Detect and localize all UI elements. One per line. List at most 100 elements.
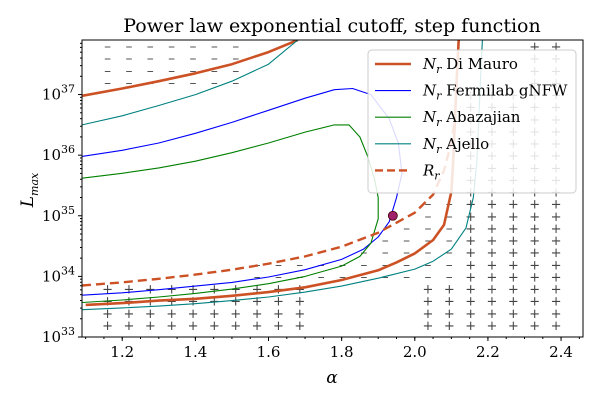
grid-plus-symbol: + xyxy=(487,307,498,322)
grid-plus-symbol: + xyxy=(551,210,562,225)
grid-dash-symbol: – xyxy=(382,269,389,285)
grid-dash-symbol: – xyxy=(147,63,154,79)
grid-dash-symbol: – xyxy=(211,51,218,67)
grid-dash-symbol: – xyxy=(211,39,218,55)
grid-plus-symbol: + xyxy=(529,40,540,55)
grid-dash-symbol: – xyxy=(424,233,431,249)
grid-dash-symbol: – xyxy=(168,51,175,67)
grid-dash-symbol: – xyxy=(446,221,453,237)
grid-plus-symbol: + xyxy=(294,295,305,310)
intersection-marker xyxy=(387,210,398,221)
grid-plus-symbol: + xyxy=(465,258,476,273)
grid-plus-symbol: + xyxy=(508,307,519,322)
grid-plus-symbol: + xyxy=(465,307,476,322)
grid-dash-symbol: – xyxy=(104,75,111,91)
grid-dash-symbol: – xyxy=(446,257,453,273)
y-tick-label: 1037 xyxy=(42,83,75,104)
grid-dash-symbol: – xyxy=(360,257,367,273)
grid-plus-symbol: + xyxy=(252,307,263,322)
grid-dash-symbol: – xyxy=(232,51,239,67)
grid-plus-symbol: + xyxy=(529,210,540,225)
grid-plus-symbol: + xyxy=(487,258,498,273)
grid-plus-symbol: + xyxy=(230,283,241,298)
grid-plus-symbol: + xyxy=(508,270,519,285)
grid-plus-symbol: + xyxy=(465,270,476,285)
grid-dash-symbol: – xyxy=(424,197,431,213)
grid-dash-symbol: – xyxy=(424,209,431,225)
grid-dash-symbol: – xyxy=(168,75,175,91)
grid-plus-symbol: + xyxy=(422,283,433,298)
grid-dash-symbol: – xyxy=(275,269,282,285)
grid-plus-symbol: + xyxy=(252,283,263,298)
plot-frame xyxy=(81,39,584,338)
grid-plus-symbol: + xyxy=(444,319,455,334)
grid-plus-symbol: + xyxy=(508,258,519,273)
series-line-5 xyxy=(82,40,299,126)
grid-plus-symbol: + xyxy=(166,283,177,298)
chart-title: Power law exponential cutoff, step funct… xyxy=(123,15,540,37)
grid-dash-symbol: – xyxy=(275,257,282,273)
grid-plus-symbol: + xyxy=(444,295,455,310)
grid-plus-symbol: + xyxy=(487,210,498,225)
grid-plus-symbol: + xyxy=(529,234,540,249)
grid-plus-symbol: + xyxy=(529,198,540,213)
grid-plus-symbol: + xyxy=(551,307,562,322)
grid-dash-symbol: – xyxy=(382,257,389,273)
grid-plus-symbol: + xyxy=(209,319,220,334)
grid-plus-symbol: + xyxy=(145,307,156,322)
grid-plus-symbol: + xyxy=(188,319,199,334)
grid-plus-symbol: + xyxy=(444,283,455,298)
y-axis-label: Lmax xyxy=(18,172,41,208)
grid-plus-symbol: + xyxy=(124,307,135,322)
grid-plus-symbol: + xyxy=(529,283,540,298)
grid-dash-symbol: – xyxy=(190,63,197,79)
grid-plus-symbol: + xyxy=(551,319,562,334)
grid-dash-symbol: – xyxy=(147,51,154,67)
grid-plus-symbol: + xyxy=(124,283,135,298)
grid-plus-symbol: + xyxy=(551,283,562,298)
grid-plus-symbol: + xyxy=(188,295,199,310)
y-tick-label: 1034 xyxy=(42,264,75,285)
grid-plus-symbol: + xyxy=(465,246,476,261)
grid-dash-symbol: – xyxy=(125,39,132,55)
x-tick-label: 1.6 xyxy=(257,343,281,361)
grid-dash-symbol: – xyxy=(190,51,197,67)
legend-label: Nr Di Mauro xyxy=(422,55,518,76)
grid-dash-symbol: – xyxy=(232,39,239,55)
grid-plus-symbol: + xyxy=(422,307,433,322)
grid-plus-symbol: + xyxy=(422,295,433,310)
grid-dash-symbol: – xyxy=(403,257,410,273)
grid-dash-symbol: – xyxy=(403,233,410,249)
grid-dash-symbol: – xyxy=(125,51,132,67)
grid-dash-symbol: – xyxy=(424,257,431,273)
grid-plus-symbol: + xyxy=(487,246,498,261)
grid-plus-symbol: + xyxy=(529,246,540,261)
grid-plus-symbol: + xyxy=(508,222,519,237)
grid-plus-symbol: + xyxy=(487,319,498,334)
x-tick-label: 1.8 xyxy=(330,343,354,361)
grid-dash-symbol: – xyxy=(104,51,111,67)
grid-plus-symbol: + xyxy=(209,283,220,298)
grid-plus-symbol: + xyxy=(102,295,113,310)
grid-plus-symbol: + xyxy=(508,234,519,249)
grid-plus-symbol: + xyxy=(529,222,540,237)
grid-dash-symbol: – xyxy=(318,269,325,285)
legend-label: Nr Ajello xyxy=(422,135,489,156)
grid-plus-symbol: + xyxy=(124,319,135,334)
grid-dash-symbol: – xyxy=(254,269,261,285)
grid-dash-symbol: – xyxy=(446,269,453,285)
grid-plus-symbol: + xyxy=(209,307,220,322)
grid-plus-symbol: + xyxy=(508,295,519,310)
grid-plus-symbol: + xyxy=(529,270,540,285)
grid-dash-symbol: – xyxy=(190,39,197,55)
y-axis-label-sub: max xyxy=(28,172,41,196)
grid-plus-symbol: + xyxy=(422,319,433,334)
grid-plus-symbol: + xyxy=(508,198,519,213)
grid-dash-symbol: – xyxy=(446,245,453,261)
series-line-2 xyxy=(82,87,403,296)
grid-dash-symbol: – xyxy=(296,257,303,273)
grid-plus-symbol: + xyxy=(487,222,498,237)
grid-plus-symbol: + xyxy=(465,210,476,225)
x-tick-label: 1.2 xyxy=(110,343,134,361)
